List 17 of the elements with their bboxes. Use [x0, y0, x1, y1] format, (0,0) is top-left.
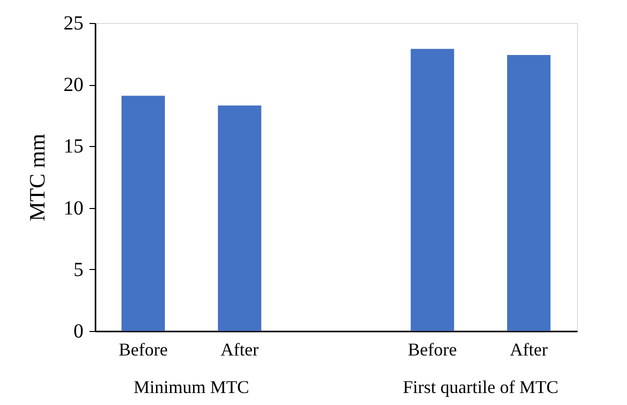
- y-tick-label: 10: [64, 197, 84, 220]
- y-tick-label: 15: [64, 136, 84, 158]
- x-tick-label: Before: [408, 340, 457, 360]
- y-tick-label: 20: [64, 74, 84, 96]
- x-tick-label: After: [220, 340, 259, 360]
- bar: [410, 48, 454, 331]
- y-tick-label: 0: [74, 320, 84, 342]
- y-axis-title: MTC mm: [24, 134, 50, 222]
- text: Minimum MTC: [134, 377, 250, 397]
- text: First quartile of MTC: [402, 377, 558, 397]
- bar: [122, 96, 165, 331]
- x-tick-label: After: [510, 340, 548, 360]
- bar: [218, 106, 262, 331]
- bar: [507, 55, 550, 331]
- y-tick-label: 25: [64, 12, 84, 34]
- x-tick-label: Before: [118, 340, 168, 360]
- y-tick-label: 5: [74, 258, 84, 281]
